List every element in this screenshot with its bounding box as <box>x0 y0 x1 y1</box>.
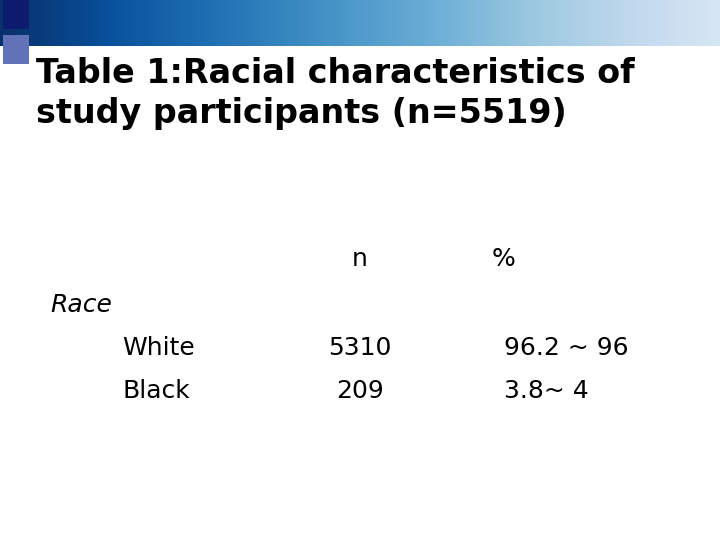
Text: n: n <box>352 247 368 271</box>
Text: 3.8~ 4: 3.8~ 4 <box>504 380 589 403</box>
Text: Table 1:Racial characteristics of: Table 1:Racial characteristics of <box>36 57 634 90</box>
Text: Race: Race <box>50 293 112 317</box>
Text: 209: 209 <box>336 380 384 403</box>
Text: 96.2 ~ 96: 96.2 ~ 96 <box>504 336 629 360</box>
Text: %: % <box>492 247 516 271</box>
Text: 5310: 5310 <box>328 336 392 360</box>
Text: White: White <box>122 336 195 360</box>
FancyBboxPatch shape <box>3 35 29 64</box>
Text: Black: Black <box>122 380 190 403</box>
Text: study participants (n=5519): study participants (n=5519) <box>36 97 567 130</box>
FancyBboxPatch shape <box>3 0 29 29</box>
